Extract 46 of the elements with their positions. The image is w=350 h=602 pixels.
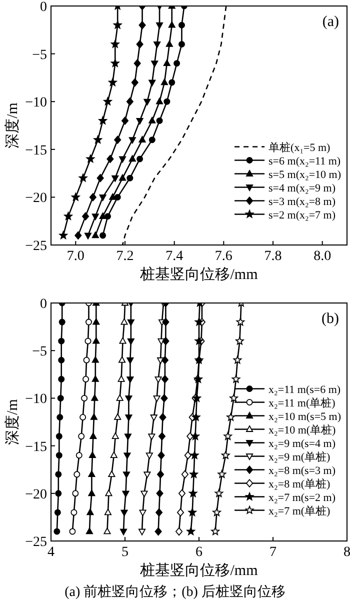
legend-label: x₂=11 m(单桩) xyxy=(268,396,336,410)
y-tick-label: −10 xyxy=(25,96,47,111)
legend-label: x₂=7 m(s=2 m) xyxy=(268,492,336,504)
y-tick-label: −20 xyxy=(25,487,47,502)
legend-label: x₂=9 m(单桩) xyxy=(268,450,331,464)
legend-label: 单桩(x₁=5 m) xyxy=(268,140,331,154)
legend-label: s=2 m(x₂=7 m) xyxy=(268,209,336,222)
y-tick-label: −20 xyxy=(25,191,47,206)
legend-label: x₂=11 m(s=6 m) xyxy=(268,384,341,396)
x-tick-label: 7.6 xyxy=(214,249,232,264)
legend-label: s=3 m(x₂=8 m) xyxy=(268,196,336,208)
y-axis-title: 深度/m xyxy=(4,102,21,148)
legend-label: x₂=10 m(单桩) xyxy=(268,423,336,436)
x-tick-label: 8.0 xyxy=(314,249,332,264)
x-tick-label: 4 xyxy=(48,545,54,560)
legend-label: x₂=8 m(s=3 m) xyxy=(268,464,336,477)
legend-label: x₂=7 m(单桩) xyxy=(268,504,331,518)
legend-label: x₂=8 m(单桩) xyxy=(268,477,331,490)
text: (b) xyxy=(322,311,339,327)
y-axis-title: 深度/m xyxy=(4,398,21,445)
x-tick-label: 7.8 xyxy=(264,249,282,264)
x-tick-label: 7.0 xyxy=(66,249,84,264)
x-tick-label: 7 xyxy=(270,545,276,560)
legend-label: x₂=9 m(s=4 m) xyxy=(268,438,336,450)
x-tick-label: 8 xyxy=(344,545,350,560)
y-tick-label: 0 xyxy=(40,297,47,312)
x-tick-label: 6 xyxy=(196,545,202,560)
text: (a) 前桩竖向位移；(b) 后桩竖向位移 xyxy=(64,584,286,600)
legend-label: x₂=10 m(s=5 m) xyxy=(268,410,342,423)
x-axis-title: 桩基竖向位移/mm xyxy=(139,266,258,283)
x-tick-label: 7.2 xyxy=(116,249,134,264)
x-tick-label: 5 xyxy=(122,545,128,560)
y-tick-label: −25 xyxy=(25,535,47,550)
legend-label: s=4 m(x₂=9 m) xyxy=(268,182,336,194)
y-tick-label: −25 xyxy=(25,239,47,254)
y-tick-label: −15 xyxy=(25,440,47,455)
text: (a) xyxy=(322,14,339,30)
y-tick-label: −5 xyxy=(32,48,47,63)
y-tick-label: −15 xyxy=(25,143,47,158)
y-tick-label: −10 xyxy=(25,392,47,408)
x-tick-label: 7.4 xyxy=(166,249,184,264)
y-tick-label: 0 xyxy=(40,0,47,15)
legend-label: s=6 m(x₂=11 m) xyxy=(268,155,341,168)
legend-label: s=5 m(x₂=10 m) xyxy=(268,168,342,181)
y-tick-label: −5 xyxy=(32,344,47,360)
x-axis-title: 桩基竖向位移/mm xyxy=(139,562,258,579)
